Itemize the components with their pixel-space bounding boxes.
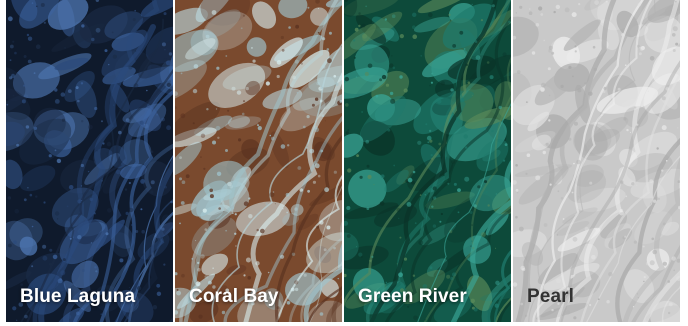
swatch-blue-laguna[interactable]: Blue Laguna xyxy=(6,0,173,322)
marble-texture-green-river xyxy=(344,0,511,322)
swatch-green-river[interactable]: Green River xyxy=(344,0,511,322)
swatch-label: Blue Laguna xyxy=(20,286,136,307)
marble-texture-blue-laguna xyxy=(6,0,173,322)
swatch-label: Pearl xyxy=(527,286,574,307)
swatch-label: Coral Bay xyxy=(189,286,279,307)
marble-texture-pearl xyxy=(513,0,680,322)
swatch-coral-bay[interactable]: Coral Bay xyxy=(175,0,342,322)
swatch-row: Blue Laguna Coral Bay Green River Pearl xyxy=(6,0,680,322)
swatch-pearl[interactable]: Pearl xyxy=(513,0,680,322)
marble-texture-coral-bay xyxy=(175,0,342,322)
swatch-label: Green River xyxy=(358,286,467,307)
